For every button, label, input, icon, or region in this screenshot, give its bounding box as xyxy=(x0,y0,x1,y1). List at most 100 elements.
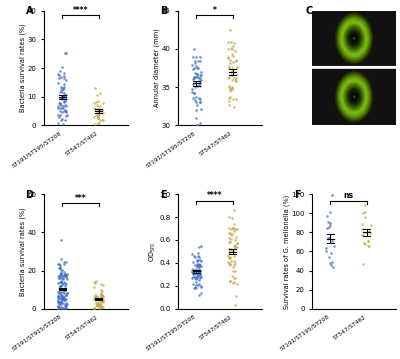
Point xyxy=(98,299,105,305)
Point xyxy=(192,60,198,66)
Point xyxy=(192,274,198,280)
Point xyxy=(327,222,334,228)
Point xyxy=(98,302,104,308)
Point xyxy=(94,107,101,112)
Point xyxy=(59,297,65,303)
Point xyxy=(189,271,196,277)
Point xyxy=(55,103,61,108)
Point xyxy=(58,279,64,284)
Point xyxy=(95,120,102,126)
Point xyxy=(57,101,64,107)
Point xyxy=(59,289,65,295)
Point xyxy=(56,262,62,267)
Point xyxy=(225,253,231,259)
Point xyxy=(329,192,335,198)
Point xyxy=(59,116,66,122)
Point xyxy=(196,271,203,277)
Point xyxy=(55,80,61,85)
Point xyxy=(193,108,199,113)
Point xyxy=(60,300,66,306)
Point xyxy=(232,77,239,83)
Point xyxy=(232,226,238,232)
Point xyxy=(63,292,69,298)
Point xyxy=(229,84,236,89)
Point xyxy=(97,302,104,308)
Point xyxy=(196,265,202,270)
Point xyxy=(94,295,101,301)
Point xyxy=(198,258,204,264)
Point xyxy=(97,294,104,300)
Point xyxy=(58,95,64,101)
Point xyxy=(197,262,203,267)
Point xyxy=(63,301,70,307)
Circle shape xyxy=(354,38,355,39)
Circle shape xyxy=(343,23,365,53)
Point xyxy=(94,295,100,301)
Point xyxy=(197,275,204,281)
Point xyxy=(330,264,336,270)
Point xyxy=(54,293,61,299)
Circle shape xyxy=(336,71,373,122)
Point xyxy=(96,120,102,126)
Text: ****: **** xyxy=(207,191,222,200)
Point xyxy=(234,240,240,246)
Point xyxy=(229,46,235,52)
Circle shape xyxy=(353,37,355,40)
Point xyxy=(93,299,99,305)
Point xyxy=(58,85,65,91)
Point xyxy=(58,273,65,279)
Point xyxy=(231,262,237,268)
Point xyxy=(62,297,68,303)
Point xyxy=(98,288,105,294)
Point xyxy=(195,282,202,288)
Point xyxy=(94,102,100,108)
Point xyxy=(225,39,231,45)
Point xyxy=(365,238,371,244)
Point xyxy=(230,264,236,270)
Point xyxy=(59,106,66,111)
Point xyxy=(56,283,63,289)
Point xyxy=(55,300,62,306)
Circle shape xyxy=(341,79,368,115)
Point xyxy=(229,65,235,71)
Point xyxy=(230,280,236,286)
Point xyxy=(231,48,238,54)
Point xyxy=(229,72,235,78)
Point xyxy=(194,83,200,89)
Point xyxy=(195,250,201,256)
Point xyxy=(194,122,200,128)
Point xyxy=(63,259,70,265)
Point xyxy=(54,294,61,300)
Point xyxy=(196,261,203,267)
Point xyxy=(91,284,98,290)
Point xyxy=(189,89,195,94)
Point xyxy=(227,94,233,100)
Point xyxy=(194,271,200,277)
Point xyxy=(57,105,63,111)
Point xyxy=(63,272,70,278)
Point xyxy=(229,231,235,237)
Point xyxy=(57,283,64,289)
Point xyxy=(63,306,69,311)
Bar xyxy=(312,11,396,66)
Point xyxy=(359,232,366,238)
Point xyxy=(196,80,203,86)
Point xyxy=(99,107,105,113)
Point xyxy=(198,72,204,78)
Point xyxy=(100,282,106,288)
Point xyxy=(59,93,65,99)
Point xyxy=(60,293,66,299)
Point xyxy=(61,84,68,89)
Point xyxy=(227,247,233,253)
Point xyxy=(58,256,64,262)
Point xyxy=(58,279,64,285)
Point xyxy=(232,75,239,81)
Point xyxy=(62,302,69,307)
Point xyxy=(194,66,201,71)
Point xyxy=(55,120,61,126)
Point xyxy=(54,298,61,304)
Y-axis label: Bacteria survival rates (%): Bacteria survival rates (%) xyxy=(20,24,26,112)
Point xyxy=(57,279,63,285)
Point xyxy=(56,265,62,270)
Point xyxy=(58,299,64,305)
